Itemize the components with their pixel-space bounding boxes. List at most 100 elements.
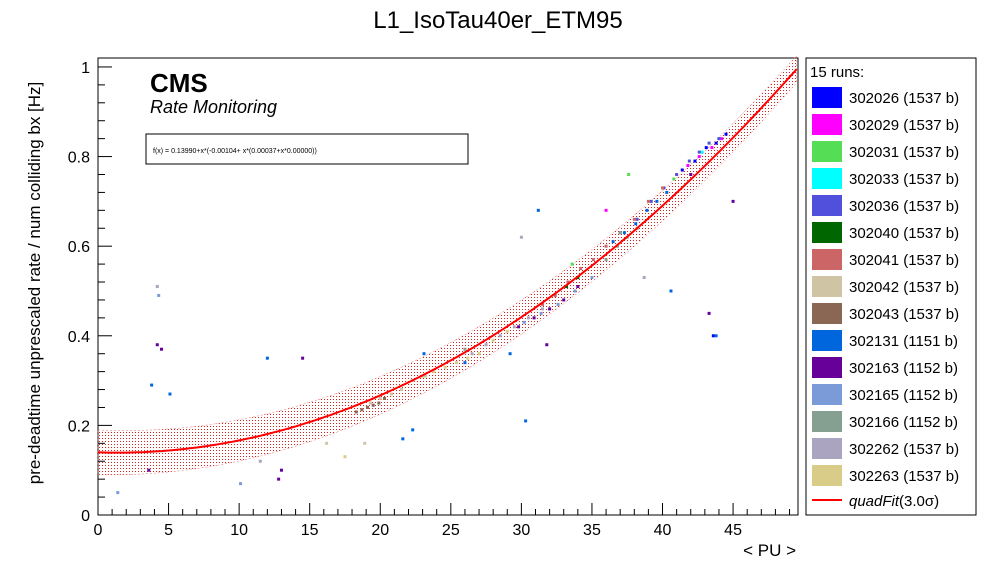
data-point [661, 186, 665, 190]
data-point [710, 146, 714, 150]
data-point [649, 199, 653, 203]
data-point [258, 459, 262, 463]
legend-swatch [812, 384, 842, 405]
data-point [548, 307, 552, 311]
legend-swatch [812, 438, 842, 459]
data-point [422, 352, 426, 356]
data-point [731, 199, 735, 203]
data-point [669, 289, 673, 293]
data-point [368, 401, 372, 405]
legend-label: 302166 (1152 b) [849, 414, 958, 431]
y-tick-label: 0.6 [68, 239, 90, 256]
data-point [645, 208, 649, 212]
legend-label: 302042 (1537 b) [849, 279, 959, 296]
data-point [470, 352, 474, 356]
data-point [168, 392, 172, 396]
legend-swatch [812, 249, 842, 270]
data-point [463, 347, 467, 351]
data-point [463, 361, 467, 365]
data-point [672, 177, 676, 181]
data-point [545, 343, 549, 347]
data-point [279, 468, 283, 472]
legend-swatch [812, 465, 842, 486]
x-tick-label: 35 [583, 522, 601, 539]
fit-curve [97, 68, 798, 454]
legend-label: 302026 (1537 b) [849, 90, 959, 107]
legend-label: 302131 (1151 b) [849, 333, 958, 350]
data-point [443, 365, 447, 369]
data-point [576, 285, 580, 288]
legend-header: 15 runs: [810, 64, 864, 81]
x-axis-label: < PU > [743, 541, 796, 560]
data-point [565, 285, 569, 288]
data-point [371, 403, 375, 407]
legend-swatch [812, 87, 842, 108]
data-point [566, 280, 570, 284]
data-point [707, 311, 711, 315]
fit-formula-box [145, 133, 469, 165]
legend-label: 302163 (1152 b) [849, 360, 958, 377]
data-point [675, 172, 679, 176]
data-point [524, 419, 528, 423]
legend-label: 302031 (1537 b) [849, 144, 959, 161]
data-point [642, 276, 646, 280]
data-point [689, 172, 693, 176]
fit-uncertainty-band [97, 55, 797, 476]
data-point [360, 408, 364, 412]
data-point [354, 410, 358, 414]
data-point [343, 455, 347, 459]
legend-label: 302040 (1537 b) [849, 225, 959, 242]
data-point [590, 276, 594, 280]
legend-label: 302165 (1152 b) [849, 387, 958, 404]
x-tick-label: 45 [724, 522, 742, 539]
legend-swatch [812, 114, 842, 135]
x-tick-label: 40 [654, 522, 672, 539]
y-axis-label: pre-deadtime unprescaled rate / num coll… [25, 82, 44, 485]
data-point [526, 316, 530, 320]
legend-fit-label-args: (3.0σ) [899, 493, 939, 510]
legend-fit-label-main: quadFit [849, 493, 900, 510]
data-point [157, 293, 161, 297]
data-point [697, 150, 701, 154]
legend-swatch [812, 357, 842, 378]
y-axis: 0 0.2 0.4 0.6 0.8 1 [68, 60, 112, 525]
legend-label: 302033 (1537 b) [849, 171, 959, 188]
data-point [541, 307, 545, 311]
data-point [155, 285, 159, 288]
x-tick-label: 30 [512, 522, 530, 539]
data-point [714, 141, 718, 145]
data-point [604, 208, 608, 212]
data-point [150, 383, 154, 387]
data-point [382, 397, 386, 401]
y-tick-label: 0 [81, 508, 90, 525]
legend-label: 302029 (1537 b) [849, 117, 959, 134]
data-point [532, 316, 536, 320]
legend-swatch [812, 303, 842, 324]
data-point [155, 343, 159, 347]
data-point [325, 441, 329, 445]
x-tick-label: 15 [301, 522, 319, 539]
x-tick-label: 25 [442, 522, 460, 539]
cms-sublabel: Rate Monitoring [150, 97, 277, 117]
data-point [720, 137, 724, 141]
legend-label: 302036 (1537 b) [849, 198, 959, 215]
fit-formula-text: f(x) = 0.13990+x*(-0.00104+ x*(0.00037+x… [153, 148, 317, 155]
x-tick-label: 0 [94, 522, 103, 539]
data-point [301, 356, 305, 360]
data-point [512, 325, 516, 329]
data-point [700, 150, 704, 154]
data-point [519, 235, 523, 239]
data-point [687, 159, 691, 163]
legend-swatch [812, 330, 842, 351]
data-point [390, 392, 394, 396]
data-point [704, 146, 708, 150]
legend-label: 302262 (1537 b) [849, 441, 959, 458]
legend-fit-label: quadFit(3.0σ) [849, 493, 939, 510]
data-point [147, 468, 151, 472]
data-point [570, 262, 574, 266]
plot-area [97, 55, 799, 516]
legend-swatch [812, 222, 842, 243]
data-point [724, 132, 728, 136]
data-points [116, 132, 735, 495]
